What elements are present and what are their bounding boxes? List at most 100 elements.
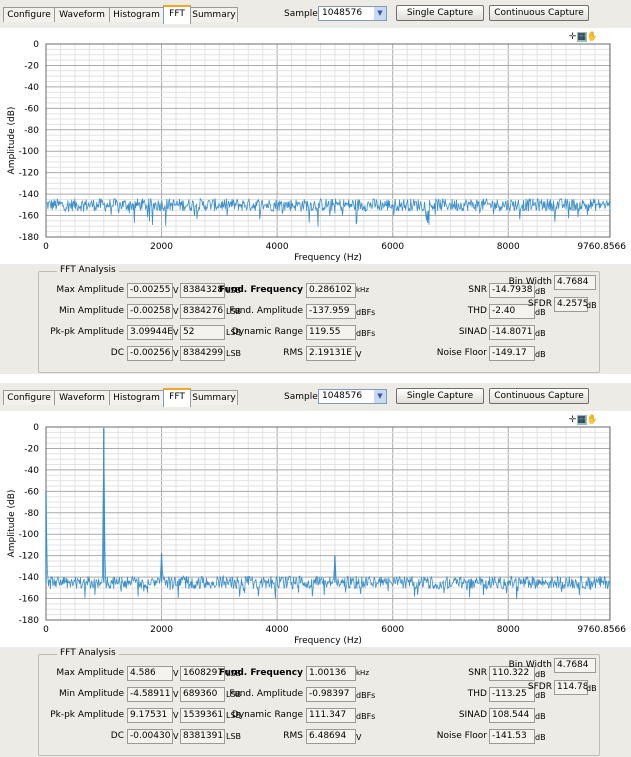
noise-floor-unit: dB (535, 350, 546, 359)
y-tick-label: -160 (19, 595, 40, 605)
zoom-icon[interactable]: ▦ (577, 415, 587, 425)
x-tick-label: 8000 (497, 625, 520, 635)
sinad-unit: dB (535, 329, 546, 338)
fund-amplitude-label: Fund. Amplitude (229, 306, 303, 316)
pkpk-amplitude-v-field: 9.17531 (127, 708, 173, 723)
y-tick-label: -80 (24, 126, 39, 136)
thd-unit: dB (535, 691, 546, 700)
crosshair-icon[interactable]: ✛ (568, 32, 578, 42)
y-tick-label: -80 (24, 509, 39, 519)
samples-select[interactable]: 1048576 ▼ (318, 6, 387, 21)
pan-hand-icon[interactable]: ✋ (586, 32, 599, 42)
crosshair-icon[interactable]: ✛ (568, 415, 578, 425)
single-capture-button[interactable]: Single Capture (396, 5, 484, 21)
x-axis-title: Frequency (Hz) (294, 253, 362, 263)
bin-width-label: Bin Width (508, 277, 552, 287)
fund-frequency-unit: kHz (356, 669, 369, 677)
tab-fft[interactable]: FFT (163, 388, 191, 407)
x-tick-label: 0 (43, 625, 49, 635)
fft-plot-area: ✛▦✋ 0 -20 -40 -60 -80 -100 -120 -140 -160 -180 0 20… (0, 411, 631, 647)
tab-histogram[interactable]: Histogram (109, 7, 164, 22)
max-amplitude-v-unit: V (173, 669, 179, 678)
dc-lsb-unit: LSB (226, 349, 242, 358)
fund-amplitude-unit: dBFs (356, 691, 376, 700)
x-tick-label: 9760.8566 (577, 242, 626, 252)
snr-label: SNR (468, 668, 487, 678)
sinad-label: SINAD (458, 327, 487, 337)
max-amplitude-label: Max Amplitude (56, 668, 124, 678)
min-amplitude-label: Min Amplitude (59, 306, 124, 316)
rms-unit: V (356, 733, 362, 742)
rms-label: RMS (283, 731, 303, 741)
fund-amplitude-field: -0.98397 (306, 687, 356, 702)
fft-analysis-title: FFT Analysis (57, 265, 119, 275)
min-amplitude-v-field: -0.00258 (127, 304, 173, 319)
noise-floor-field: -141.53 (489, 729, 535, 744)
sfdr-unit: dB (586, 301, 597, 310)
thd-label: THD (467, 689, 487, 699)
sfdr-field: 4.2575 (554, 297, 588, 312)
dc-v-field: -0.00256 (127, 346, 173, 361)
zoom-icon[interactable]: ▦ (577, 32, 587, 42)
fft-series-line (45, 197, 611, 227)
bin-width-field: 4.7684 (554, 658, 596, 673)
y-axis-title: Amplitude (dB) (7, 490, 17, 558)
samples-label: Samples (284, 9, 323, 19)
min-amplitude-v-unit: V (173, 307, 179, 316)
tab-configure[interactable]: Configure (3, 7, 55, 22)
chevron-down-icon[interactable]: ▼ (374, 7, 386, 20)
y-tick-label: -60 (24, 104, 39, 114)
tab-summary[interactable]: Summary (190, 390, 238, 405)
y-tick-label: -60 (24, 487, 39, 497)
chevron-down-icon[interactable]: ▼ (374, 390, 386, 403)
max-amplitude-v-unit: V (173, 286, 179, 295)
x-axis-title: Frequency (Hz) (294, 636, 362, 646)
pkpk-amplitude-lsb-field: 1539361 (180, 708, 225, 723)
rms-field: 2.19131E (306, 346, 356, 361)
fft-analysis-group: FFT Analysis Max Amplitude 4.586 V 16082… (38, 648, 600, 756)
max-amplitude-lsb-field: 8384328 (180, 283, 225, 298)
max-amplitude-v-field: -0.00255 (127, 283, 173, 298)
y-tick-label: -100 (19, 147, 40, 157)
y-tick-label: -40 (24, 466, 39, 476)
sinad-field: -14.8071 (489, 325, 535, 340)
thd-label: THD (467, 306, 487, 316)
y-tick-label: 0 (33, 40, 39, 50)
continuous-capture-button[interactable]: Continuous Capture (489, 388, 589, 404)
fund-amplitude-field: -137.959 (306, 304, 356, 319)
fund-amplitude-unit: dBFs (356, 308, 376, 317)
x-tick-label: 4000 (266, 242, 289, 252)
pkpk-amplitude-v-unit: V (173, 711, 179, 720)
samples-value: 1048576 (322, 8, 363, 18)
y-tick-label: -140 (19, 190, 40, 200)
tab-histogram[interactable]: Histogram (109, 390, 164, 405)
samples-select[interactable]: 1048576 ▼ (318, 389, 387, 404)
min-amplitude-v-field: -4.58911 (127, 687, 173, 702)
tab-waveform[interactable]: Waveform (54, 7, 110, 22)
x-tick-label: 8000 (497, 242, 520, 252)
dynamic-range-label: Dynamic Range (231, 710, 303, 720)
dynamic-range-unit: dBFs (356, 712, 376, 721)
pkpk-amplitude-v-field: 3.09944E (127, 325, 173, 340)
continuous-capture-button[interactable]: Continuous Capture (489, 5, 589, 21)
pkpk-amplitude-lsb-unit: LSB (226, 711, 242, 720)
dynamic-range-label: Dynamic Range (231, 327, 303, 337)
fund-frequency-label: Fund. Frequency (218, 668, 303, 678)
pan-hand-icon[interactable]: ✋ (586, 415, 599, 425)
x-tick-label: 0 (43, 242, 49, 252)
single-capture-button[interactable]: Single Capture (396, 388, 484, 404)
y-axis-title: Amplitude (dB) (7, 107, 17, 175)
tab-waveform[interactable]: Waveform (54, 390, 110, 405)
sinad-label: SINAD (458, 710, 487, 720)
snr-unit: dB (535, 670, 546, 679)
min-amplitude-v-unit: V (173, 690, 179, 699)
tab-fft[interactable]: FFT (163, 5, 191, 24)
tab-summary[interactable]: Summary (190, 7, 238, 22)
min-amplitude-lsb-field: 8384276 (180, 304, 225, 319)
thd-unit: dB (535, 308, 546, 317)
sfdr-label: SFDR (527, 682, 552, 692)
min-amplitude-lsb-unit: LSB (226, 307, 242, 316)
tab-configure[interactable]: Configure (3, 390, 55, 405)
y-tick-label: -40 (24, 83, 39, 93)
